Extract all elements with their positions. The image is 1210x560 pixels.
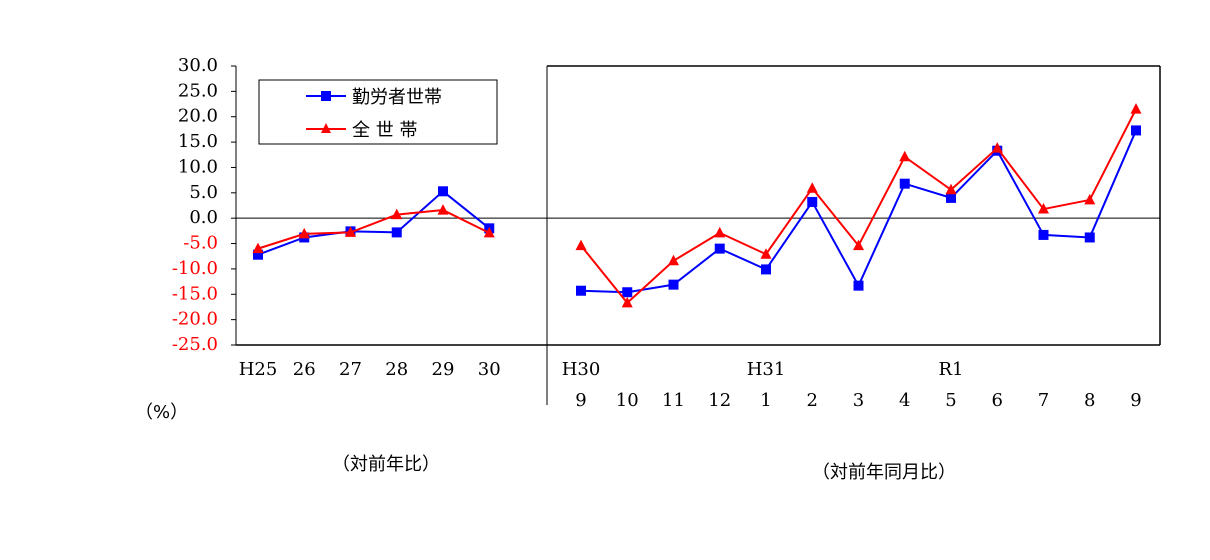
monthly-point-square	[1084, 232, 1095, 243]
monthly-caption: （対前年同月比）	[812, 462, 956, 483]
x-tick-label-month: 10	[616, 390, 639, 411]
monthly-point-square	[622, 287, 633, 298]
series-layer	[252, 103, 1142, 308]
legend-box	[258, 79, 498, 145]
x-tick-label-month: 5	[945, 390, 956, 411]
legend-label-series2: 全 世 帯	[352, 120, 417, 141]
annual-series-line-1	[257, 189, 490, 256]
annual-point-triangle	[252, 242, 264, 254]
y-tick-label: 25.0	[178, 80, 218, 101]
y-tick-label: 10.0	[178, 156, 218, 177]
y-tick-label: -15.0	[172, 283, 218, 304]
y-axis: 30.0 25.0 20.0 15.0 10.0 5.0 0.0 -5.0 -10.0 -15.0…	[172, 55, 236, 355]
monthly-point-triangle	[668, 254, 679, 266]
annual-point-square	[391, 227, 402, 238]
monthly-point-triangle	[1084, 193, 1096, 205]
y-tick-label: 5.0	[189, 182, 218, 203]
annual-point-triangle	[345, 226, 356, 237]
monthly-point-square	[853, 280, 864, 291]
y-tick-label: 0.0	[189, 207, 218, 228]
monthly-point-triangle	[760, 248, 772, 259]
legend-label-series1: 勤労者世帯	[352, 87, 442, 108]
monthly-point-square	[899, 178, 910, 189]
monthly-point-triangle	[945, 183, 957, 195]
x-tick-label-month: 9	[575, 390, 586, 411]
legend: 勤労者世帯 全 世 帯	[258, 79, 498, 145]
x-tick-label-month: 1	[760, 390, 771, 411]
legend-marker-series2	[321, 123, 331, 133]
x-tick-label-annual: 29	[432, 359, 455, 380]
x-tick-label-month: 12	[708, 390, 731, 411]
monthly-point-triangle	[853, 239, 864, 251]
monthly-point-square	[1131, 125, 1141, 136]
annual-caption: （対前年比）	[332, 454, 440, 475]
y-tick-label: -25.0	[172, 334, 218, 355]
monthly-point-triangle	[1130, 103, 1142, 114]
x-era-label: H30	[562, 359, 601, 380]
monthly-point-square	[807, 196, 818, 207]
monthly-point-triangle	[899, 150, 911, 162]
monthly-point-square	[761, 264, 771, 275]
x-tick-label-month: 7	[1038, 390, 1049, 411]
annual-series-line-2	[257, 209, 490, 250]
plot-frame	[235, 65, 1161, 405]
annual-point-triangle	[298, 227, 310, 239]
monthly-point-triangle	[806, 182, 818, 193]
y-tick-label: 15.0	[178, 131, 218, 152]
annual-point-triangle	[483, 226, 495, 238]
monthly-point-square	[714, 243, 725, 254]
monthly-point-square	[668, 279, 679, 290]
x-tick-label-month: 6	[992, 390, 1003, 411]
x-era-label: R1	[938, 359, 963, 380]
monthly-point-triangle	[575, 239, 587, 251]
monthly-point-square	[1038, 229, 1049, 240]
monthly-point-triangle	[1038, 203, 1049, 214]
y-tick-label: 30.0	[178, 55, 218, 76]
annual-point-triangle	[391, 208, 403, 220]
x-tick-label-month: 8	[1084, 390, 1095, 411]
x-tick-label-annual: H25	[239, 359, 278, 380]
annual-point-square	[438, 186, 448, 197]
monthly-point-triangle	[991, 142, 1003, 153]
y-tick-label: -20.0	[172, 309, 218, 330]
x-tick-label-month: 4	[899, 390, 910, 411]
x-tick-label-month: 2	[807, 390, 818, 411]
monthly-point-triangle	[621, 296, 633, 308]
y-tick-label: 20.0	[178, 106, 218, 127]
legend-marker-series1	[321, 91, 331, 101]
monthly-point-square	[946, 192, 956, 203]
annual-point-square	[253, 249, 263, 260]
x-tick-label-annual: 30	[478, 359, 501, 380]
x-era-label: H31	[747, 359, 786, 380]
monthly-point-triangle	[714, 226, 726, 238]
x-tick-label-annual: 26	[293, 359, 316, 380]
x-tick-label-annual: 28	[385, 359, 408, 380]
x-tick-label-month: 3	[853, 390, 864, 411]
monthly-series-line-2	[580, 108, 1137, 305]
x-tick-label-month: 11	[662, 390, 685, 411]
monthly-point-square	[576, 285, 586, 296]
y-tick-label: -10.0	[172, 258, 218, 279]
annual-point-triangle	[437, 204, 449, 215]
y-unit-label: （%）	[135, 402, 188, 423]
y-tick-label: -5.0	[183, 233, 218, 254]
x-tick-label-annual: 27	[339, 359, 362, 380]
x-tick-label-month: 9	[1130, 390, 1141, 411]
